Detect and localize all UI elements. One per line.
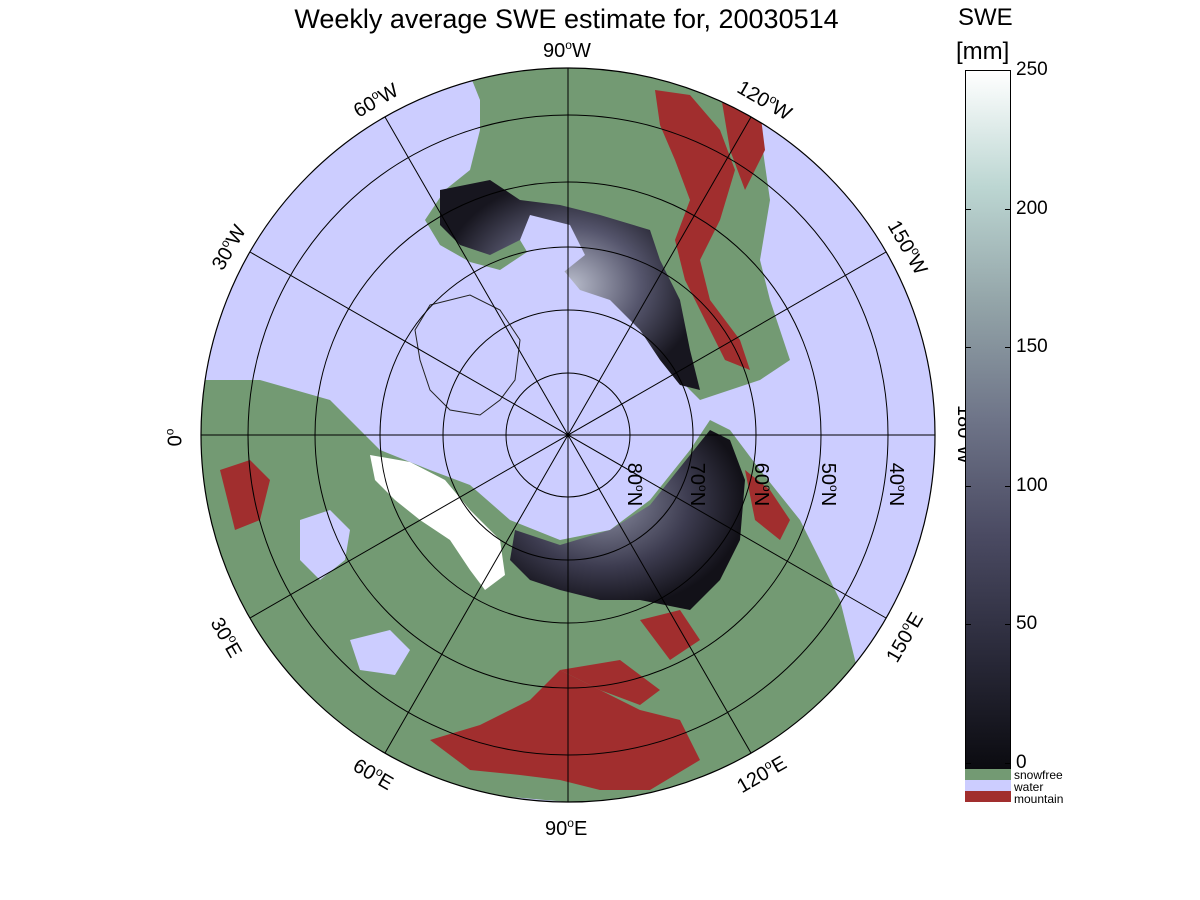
canada-snow xyxy=(440,180,700,390)
legend-mountain-label: mountain xyxy=(1014,792,1064,806)
colorbar-unit: [mm] xyxy=(956,38,1010,65)
lon-label-90w: 90oW xyxy=(543,38,591,62)
kamchatka-mountains xyxy=(745,470,790,540)
colorbar-tick-label: 150 xyxy=(1016,336,1048,358)
graticule xyxy=(200,67,936,803)
colorbar-tick-mark xyxy=(1005,624,1011,626)
lat-label-60n: 60oN xyxy=(750,462,775,507)
hudson-bay xyxy=(520,215,585,275)
colorbar-tick-mark xyxy=(965,208,971,210)
colorbar-tick-mark xyxy=(965,347,971,349)
colorbar-tick-mark xyxy=(1005,70,1011,71)
lon-label-0: 0o xyxy=(162,428,187,447)
colorbar-tick-mark xyxy=(965,624,971,626)
colorbar-tick-label: 50 xyxy=(1016,613,1038,635)
colorbar-tick-mark xyxy=(1005,347,1011,349)
lat-label-40n: 40oN xyxy=(885,462,910,507)
colorbar-tick-label: 200 xyxy=(1016,197,1048,219)
scandinavia-snow xyxy=(370,455,505,590)
colorbar-tick-mark xyxy=(965,763,971,764)
colorbar-tick-label: 250 xyxy=(1016,59,1048,80)
lon-label-90e: 90oE xyxy=(545,816,588,840)
swe-colorbar xyxy=(965,70,1011,770)
colorbar-tick-mark xyxy=(1005,208,1011,210)
lat-label-70n: 70oN xyxy=(686,462,711,507)
lat-label-50n: 50oN xyxy=(817,462,842,507)
legend-snowfree-label: snowfree xyxy=(1014,768,1063,782)
colorbar-title: SWE xyxy=(958,4,1013,31)
legend-mountain-swatch xyxy=(965,791,1011,802)
legend-snowfree-swatch xyxy=(965,769,1011,780)
baltic-sea xyxy=(300,510,350,580)
central-asia-mountains xyxy=(430,670,700,790)
legend-water-label: water xyxy=(1014,780,1044,794)
caspian-black-sea xyxy=(350,630,410,675)
lat-label-80n: 80oN xyxy=(623,462,648,507)
map-title: Weekly average SWE estimate for, 2003051… xyxy=(294,4,839,34)
east-asia-mountains xyxy=(640,610,700,660)
colorbar-tick-mark xyxy=(1005,763,1011,764)
colorbar-tick-label: 0 xyxy=(1016,752,1027,773)
colorbar-tick-label: 100 xyxy=(1016,474,1048,496)
himalaya-mountains xyxy=(560,660,660,705)
legend-water-swatch xyxy=(965,780,1011,791)
colorbar-tick-mark xyxy=(1005,485,1011,487)
colorbar-tick-mark xyxy=(965,70,971,71)
colorbar-tick-mark xyxy=(965,485,971,487)
